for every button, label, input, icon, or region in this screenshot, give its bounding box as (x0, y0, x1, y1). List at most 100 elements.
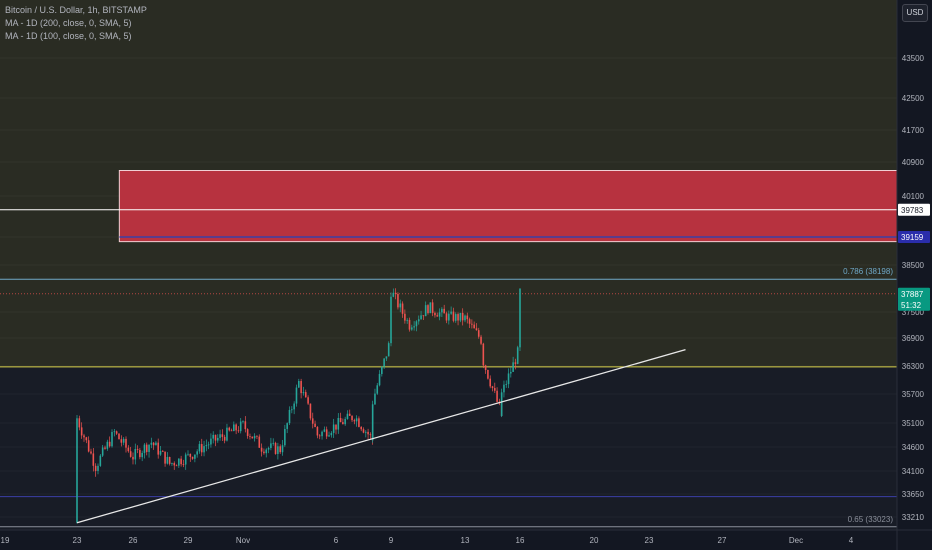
candle-body (134, 448, 137, 460)
candle-body (129, 451, 132, 457)
time-tick-label: 19 (1, 536, 10, 545)
candle-body (420, 315, 422, 320)
candle-body (223, 436, 226, 441)
candle-body (145, 444, 148, 452)
candle-body (434, 312, 436, 316)
candle-body (277, 446, 279, 454)
candle-body (454, 314, 457, 321)
time-tick-label: 20 (590, 536, 599, 545)
candle-body (104, 447, 106, 449)
candle-body (493, 388, 496, 391)
time-tick-label: 23 (73, 536, 82, 545)
candle-body (325, 429, 328, 437)
candle-body (468, 319, 471, 324)
time-tick-label: 16 (516, 536, 525, 545)
candle-body (369, 434, 372, 436)
candle-body (118, 433, 120, 440)
time-tick-label: 29 (184, 536, 193, 545)
candle-body (99, 455, 102, 466)
currency-button[interactable]: USD (902, 4, 928, 22)
candle-body (191, 456, 194, 459)
time-tick-label: 4 (849, 536, 854, 545)
candle-body (189, 453, 192, 457)
time-tick-label: 26 (129, 536, 138, 545)
candle-body (496, 390, 498, 402)
candle-body (318, 435, 321, 437)
candle-body (461, 312, 464, 321)
candle-body (90, 451, 92, 454)
candle-body (122, 438, 125, 443)
candle-body (487, 369, 489, 379)
candle-body (258, 436, 261, 448)
candle-body (155, 442, 157, 446)
candle-body (244, 421, 247, 430)
candle-body (422, 315, 425, 317)
candle-body (205, 445, 208, 447)
candle-body (417, 319, 420, 322)
candle-body (374, 393, 376, 405)
candle-body (381, 366, 383, 374)
price-tick-label: 40100 (902, 192, 925, 201)
candle-body (175, 465, 178, 467)
candle-body (491, 386, 494, 389)
candle-body (367, 431, 369, 435)
candle-body (230, 430, 233, 432)
candle-body (274, 442, 277, 454)
candle-body (219, 434, 221, 438)
candle-body (101, 447, 104, 456)
candle-body (184, 454, 187, 465)
price-tick-label: 43500 (902, 54, 925, 63)
candle-body (448, 313, 450, 321)
lower-zone (0, 366, 897, 530)
candle-body (482, 345, 485, 366)
candle-body (459, 312, 462, 321)
candle-body (157, 442, 160, 455)
candle-body (125, 438, 127, 448)
candle-body (473, 324, 475, 329)
candle-body (196, 451, 198, 455)
candle-body (307, 397, 309, 404)
candle-body (344, 418, 346, 425)
candle-body (150, 442, 153, 445)
candle-body (337, 417, 340, 430)
candle-body (390, 338, 392, 344)
candle-body (330, 432, 333, 436)
candle-body (394, 292, 397, 294)
candle-body (348, 413, 351, 416)
candle-body (286, 423, 288, 429)
candle-body (203, 446, 205, 453)
candle-body (355, 418, 358, 422)
candle-body (228, 427, 231, 431)
candle-body (94, 465, 97, 471)
time-tick-label: 23 (645, 536, 654, 545)
candle-body (242, 421, 244, 423)
candle-body (415, 321, 418, 327)
candle-body (284, 428, 286, 446)
price-tick-label: 33650 (902, 490, 925, 499)
countdown-label: 51:32 (901, 301, 922, 310)
fib-65-label: 0.65 (33023) (848, 515, 894, 524)
candle-body (399, 303, 402, 308)
candle-body (97, 465, 99, 471)
candle-body (256, 435, 258, 437)
candle-body (171, 463, 173, 464)
price-tick-label: 40900 (902, 158, 925, 167)
candle-body (351, 415, 353, 421)
candle-body (436, 315, 439, 317)
candle-body (235, 424, 237, 431)
chart-legend: Bitcoin / U.S. Dollar, 1h, BITSTAMP MA -… (5, 4, 147, 43)
candle-body (471, 323, 473, 325)
legend-symbol: Bitcoin / U.S. Dollar, 1h, BITSTAMP (5, 5, 147, 15)
time-axis (0, 530, 932, 550)
candle-body (194, 454, 196, 459)
candle-body (443, 308, 445, 314)
candle-body (484, 365, 487, 370)
candle-body (178, 458, 180, 466)
time-tick-label: Nov (236, 536, 250, 545)
candle-body (304, 392, 307, 398)
time-tick-label: 6 (334, 536, 339, 545)
candle-body (132, 456, 134, 460)
candle-body (480, 336, 482, 344)
candle-body (187, 453, 189, 455)
